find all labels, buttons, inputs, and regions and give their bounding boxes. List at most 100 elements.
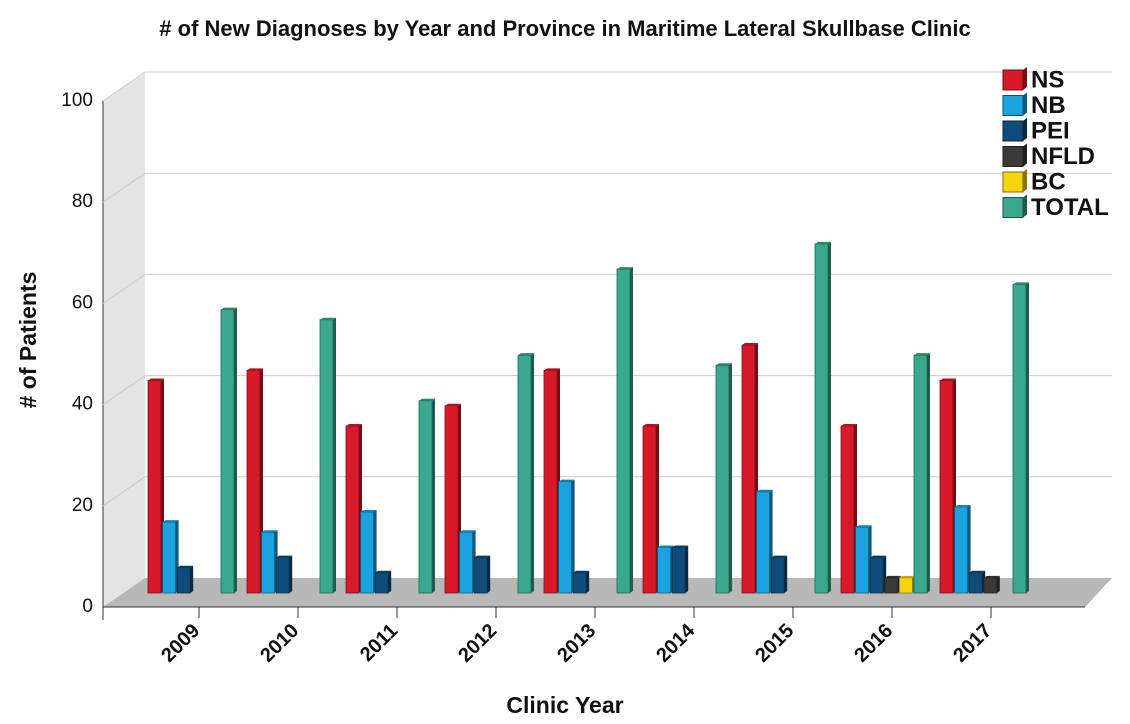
bar-side (289, 555, 293, 593)
bar-side (828, 241, 831, 594)
bar-top (573, 570, 590, 573)
bar-top (954, 504, 971, 507)
bar-side (1026, 282, 1029, 593)
bar (657, 547, 671, 594)
x-tick-label: 2014 (652, 619, 700, 667)
legend-label: PEI (1031, 117, 1070, 144)
bar-side (432, 398, 435, 593)
legend-swatch (1002, 171, 1024, 193)
x-tick-label: 2010 (256, 620, 303, 667)
bar-top (899, 575, 916, 578)
x-tick-label: 2013 (553, 620, 600, 667)
legend-label: NS (1031, 66, 1064, 93)
legend-swatch-side (1023, 143, 1027, 167)
bar (983, 577, 998, 594)
bar-top (643, 424, 659, 427)
bar-top (855, 525, 872, 528)
bar-side (388, 570, 392, 593)
bar (913, 354, 928, 594)
bar (939, 380, 954, 594)
bar-top (320, 317, 336, 320)
bar-top (914, 353, 930, 356)
legend-swatch (1002, 197, 1024, 218)
bar (741, 344, 756, 594)
x-tick-label: 2017 (949, 620, 996, 667)
bar (558, 481, 572, 594)
legend-swatch-side (1023, 92, 1027, 116)
bar (473, 557, 488, 594)
bar-side (333, 317, 336, 593)
bar-top (445, 403, 461, 406)
bar-top (870, 555, 887, 558)
bar-top (276, 555, 293, 558)
bar-side (996, 575, 1000, 593)
bar-top (672, 545, 689, 548)
y-tick-label: 80 (72, 191, 93, 212)
x-tick-label: 2009 (157, 620, 204, 667)
bar (671, 547, 686, 594)
grid-line (102, 273, 146, 304)
bar-top (983, 575, 1000, 578)
grid-line (102, 375, 146, 406)
bar (176, 567, 191, 594)
grid-line (102, 172, 146, 203)
bar (954, 506, 968, 594)
bar (261, 531, 276, 594)
bar-top (375, 570, 392, 573)
bar-side (571, 479, 575, 593)
x-tick-label: 2012 (454, 620, 501, 667)
bar-side (190, 565, 194, 593)
x-tick-label: 2016 (850, 620, 897, 667)
bar-top (969, 570, 986, 573)
bar-top (940, 378, 956, 381)
bar-top (177, 565, 194, 568)
bar (246, 369, 261, 594)
bar-top (756, 489, 773, 492)
bar (616, 268, 631, 594)
bar-side (927, 353, 930, 593)
bar-side (586, 570, 590, 593)
bar-top (518, 353, 534, 356)
bar (319, 319, 334, 594)
bar-top (716, 363, 732, 366)
bar-top (771, 555, 788, 558)
bar (345, 425, 360, 594)
legend-swatch (1002, 146, 1024, 167)
x-tick-label: 2011 (356, 620, 402, 666)
bar (855, 526, 869, 594)
bar-top (474, 555, 491, 558)
bar (840, 425, 855, 594)
legend-swatch-side (1023, 67, 1027, 90)
legend-swatch-side (1023, 194, 1027, 218)
bar-top (360, 510, 377, 513)
bar-top (815, 241, 831, 244)
bar-side (967, 504, 971, 593)
legend-swatch-side (1023, 118, 1027, 141)
bar (459, 531, 474, 594)
bar (884, 577, 899, 594)
bar (360, 511, 375, 594)
bar-side (531, 353, 534, 593)
bar (1012, 283, 1027, 594)
bar-top (1013, 282, 1029, 285)
y-tick-label: 20 (72, 495, 93, 516)
bar (374, 572, 389, 594)
bar-top (148, 378, 164, 381)
bar-top (742, 343, 758, 346)
bar (715, 364, 730, 594)
bar-top (657, 545, 674, 548)
bar (572, 572, 587, 594)
legend-swatch (1002, 120, 1024, 142)
bar-side (685, 545, 689, 593)
legend-label: NFLD (1031, 143, 1095, 170)
bar (756, 491, 770, 594)
bar-top (346, 424, 362, 427)
bar (869, 557, 884, 594)
bar (543, 369, 558, 594)
bar (418, 400, 433, 594)
bar (162, 521, 177, 594)
bar-top (841, 424, 857, 427)
bar (444, 405, 459, 594)
bar (968, 572, 983, 594)
